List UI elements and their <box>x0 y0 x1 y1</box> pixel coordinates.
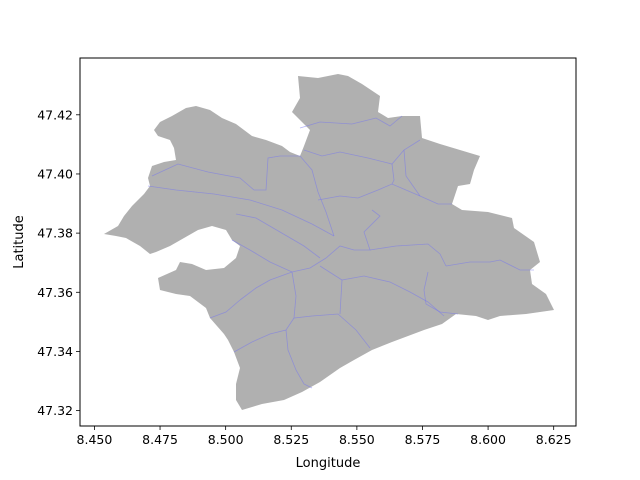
boundary-line <box>339 279 343 315</box>
boundary-line <box>354 209 381 251</box>
boundary-line <box>445 259 534 271</box>
y-tick-label: 47.40 <box>37 166 73 181</box>
boundary-line <box>341 275 445 317</box>
boundary-line <box>317 183 452 205</box>
boundary-line <box>391 163 395 185</box>
district-boundaries <box>147 115 534 389</box>
boundary-line <box>285 329 313 389</box>
boundary-line <box>291 271 371 349</box>
y-tick-label: 47.38 <box>37 226 73 241</box>
x-tick-label: 8.550 <box>339 432 375 447</box>
boundary-line <box>299 155 335 237</box>
y-tick-label: 47.32 <box>37 403 73 418</box>
boundary-line <box>235 213 321 259</box>
y-axis: 47.32 47.34 47.36 47.38 47.40 47.42 <box>37 107 80 418</box>
x-tick-label: 8.600 <box>470 432 506 447</box>
y-tick-label: 47.42 <box>37 107 73 122</box>
x-axis-label: Longitude <box>296 456 361 471</box>
boundary-line <box>209 299 241 319</box>
boundary-line <box>151 155 300 191</box>
boundary-line <box>423 271 459 315</box>
boundary-line <box>239 271 293 301</box>
boundary-line <box>299 115 403 129</box>
x-tick-label: 8.625 <box>536 432 572 447</box>
boundary-line <box>233 317 295 353</box>
y-tick-label: 47.36 <box>37 285 73 300</box>
boundary-line <box>319 265 343 281</box>
boundary-line <box>369 243 447 267</box>
x-tick-label: 8.475 <box>142 432 178 447</box>
axes-frame <box>79 57 577 427</box>
city-outline <box>104 74 554 410</box>
x-axis: 8.450 8.475 8.500 8.525 8.550 8.575 8.600 8.625 <box>77 426 572 447</box>
y-tick-label: 47.34 <box>37 344 73 359</box>
x-tick-label: 8.450 <box>77 432 113 447</box>
x-tick-label: 8.575 <box>405 432 441 447</box>
boundary-line <box>403 149 421 197</box>
y-axis-label: Latitude <box>12 215 27 269</box>
x-tick-label: 8.525 <box>273 432 309 447</box>
boundary-line <box>231 239 355 273</box>
boundary-line <box>147 185 335 237</box>
x-tick-label: 8.500 <box>208 432 244 447</box>
city-district-map <box>104 74 554 410</box>
